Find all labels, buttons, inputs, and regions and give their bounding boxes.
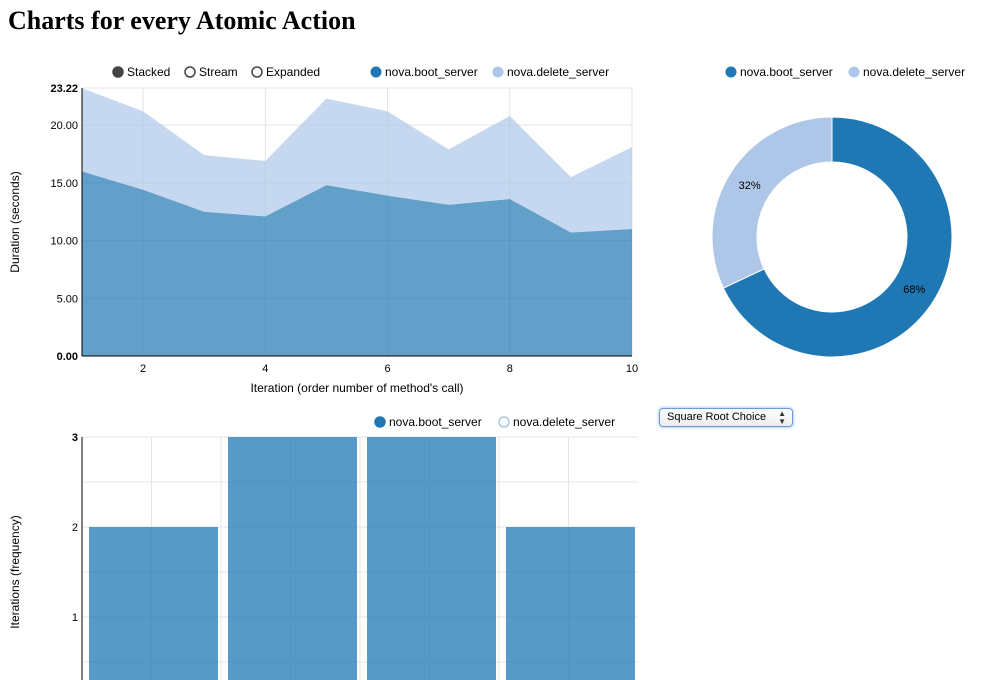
y-tick-label: 10.00: [50, 236, 78, 248]
area-chart: Stacked Stream Expanded nova.boot_server nov…: [8, 65, 638, 395]
hist-legend-marker-nova-boot_server[interactable]: [374, 416, 386, 428]
legend-marker-nova-delete_server[interactable]: [492, 66, 504, 78]
histogram-bar[interactable]: [228, 437, 357, 680]
mode-label-stream[interactable]: Stream: [199, 65, 238, 79]
histogram-bar[interactable]: [89, 527, 218, 680]
y-axis-title: Iterations (frequency): [8, 515, 22, 628]
x-tick-label: 8: [507, 363, 513, 375]
histogram-bar[interactable]: [506, 527, 635, 680]
pie-slice-label: 68%: [903, 284, 925, 296]
x-tick-label: 6: [384, 363, 390, 375]
mode-toggle-stream[interactable]: [184, 66, 196, 78]
select-arrows-icon: ▲ ▼: [778, 409, 786, 426]
histogram-bar[interactable]: [367, 437, 496, 680]
hist-legend-marker-nova-delete_server[interactable]: [498, 416, 510, 428]
mode-toggle-expanded[interactable]: [251, 66, 263, 78]
x-tick-label: 4: [262, 363, 268, 375]
donut-chart: nova.boot_server nova.delete_server 68% 32%: [711, 65, 965, 358]
hist-legend-label-nova-delete_server[interactable]: nova.delete_server: [513, 415, 615, 429]
y-tick-label: 2: [72, 522, 78, 534]
histogram-method-select[interactable]: Square Root Choice ▲ ▼: [659, 408, 793, 427]
mode-label-stacked[interactable]: Stacked: [127, 65, 170, 79]
area-series-nova-boot_server: [82, 171, 632, 356]
x-axis-title: Iteration (order number of method's call…: [250, 381, 463, 395]
pie-legend-marker-nova-boot_server[interactable]: [725, 66, 737, 78]
y-tick-label: 15.00: [50, 178, 78, 190]
histogram-method-value: Square Root Choice: [667, 411, 767, 423]
y-tick-label: 20.00: [50, 120, 78, 132]
y-tick-label: 0.00: [57, 351, 78, 363]
pie-slice-nova-boot_server[interactable]: [722, 116, 953, 358]
mode-label-expanded[interactable]: Expanded: [266, 65, 320, 79]
y-tick-label: 1: [72, 612, 78, 624]
hist-legend-label-nova-boot_server[interactable]: nova.boot_server: [389, 415, 482, 429]
y-axis-title: Duration (seconds): [8, 171, 22, 272]
legend-label-nova-delete_server[interactable]: nova.delete_server: [507, 65, 609, 79]
area-series-nova-delete_server: [82, 88, 632, 233]
y-tick-label: 3: [72, 432, 78, 444]
page-title: Charts for every Atomic Action: [8, 6, 356, 35]
legend-label-nova-boot_server[interactable]: nova.boot_server: [385, 65, 478, 79]
legend-marker-nova-boot_server[interactable]: [370, 66, 382, 78]
y-tick-label: 5.00: [57, 293, 78, 305]
x-tick-label: 10: [626, 363, 638, 375]
pie-legend-label-nova-boot_server[interactable]: nova.boot_server: [740, 65, 833, 79]
y-tick-label: 23.22: [50, 83, 78, 95]
pie-legend-marker-nova-delete_server[interactable]: [848, 66, 860, 78]
pie-slice-nova-delete_server[interactable]: [711, 116, 833, 289]
mode-toggle-stacked[interactable]: [112, 66, 124, 78]
x-tick-label: 2: [140, 363, 146, 375]
pie-slice-label: 32%: [739, 180, 761, 192]
pie-legend-label-nova-delete_server[interactable]: nova.delete_server: [863, 65, 965, 79]
